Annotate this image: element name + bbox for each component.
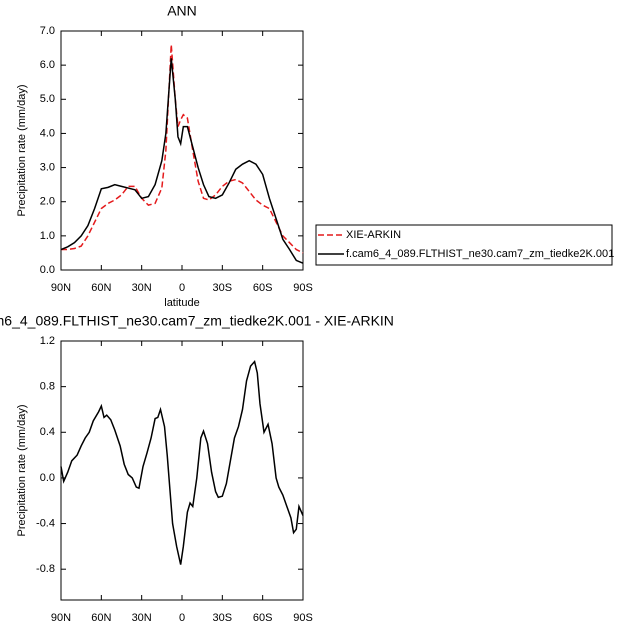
- y-tick-label: 1.2: [40, 335, 55, 347]
- x-tick-label: 30S: [213, 282, 233, 294]
- data-line: [60, 359, 304, 565]
- y-tick-label: 2.0: [40, 196, 55, 208]
- y-tick-label: 3.0: [40, 161, 55, 173]
- x-tick-label: 90S: [293, 282, 313, 294]
- chart-title: f.cam6_4_089.FLTHIST_ne30.cam7_zm_tiedke…: [0, 313, 394, 329]
- x-tick-label: 60N: [91, 282, 111, 294]
- y-axis-label: Precipitation rate (mm/day): [16, 404, 28, 536]
- y-tick-label: 1.0: [40, 230, 55, 242]
- y-tick-label: 6.0: [40, 59, 55, 71]
- x-tick-label: 30N: [132, 282, 152, 294]
- x-tick-label: 90N: [51, 612, 71, 624]
- x-tick-label: 0: [179, 282, 185, 294]
- x-tick-label: 60S: [253, 282, 273, 294]
- x-axis-label: latitude: [164, 297, 199, 309]
- x-tick-label: 90S: [293, 612, 313, 624]
- y-tick-label: 0.0: [40, 472, 55, 484]
- chart-title: ANN: [167, 3, 197, 19]
- x-tick-label: 30S: [213, 612, 233, 624]
- x-tick-label: 0: [179, 612, 185, 624]
- x-tick-label: 30N: [132, 612, 152, 624]
- legend-box: [315, 224, 613, 266]
- plot-frame: [60, 30, 304, 271]
- x-tick-label: 60N: [91, 612, 111, 624]
- y-tick-label: -0.8: [36, 563, 55, 575]
- x-tick-label: 60S: [253, 612, 273, 624]
- data-line: [60, 58, 304, 264]
- plot-frame: [60, 340, 304, 601]
- y-tick-label: -0.4: [36, 517, 55, 529]
- legend-label: XIE-ARKIN: [346, 229, 401, 241]
- y-tick-label: 4.0: [40, 127, 55, 139]
- y-tick-label: 0.4: [40, 426, 55, 438]
- y-tick-label: 0.8: [40, 381, 55, 393]
- y-tick-label: 5.0: [40, 93, 55, 105]
- data-line: [61, 44, 304, 254]
- x-tick-label: 90N: [51, 282, 71, 294]
- y-tick-label: 7.0: [40, 25, 55, 37]
- y-tick-label: 0.0: [40, 264, 55, 276]
- y-axis-label: Precipitation rate (mm/day): [16, 84, 28, 216]
- legend-label: f.cam6_4_089.FLTHIST_ne30.cam7_zm_tiedke…: [346, 248, 614, 260]
